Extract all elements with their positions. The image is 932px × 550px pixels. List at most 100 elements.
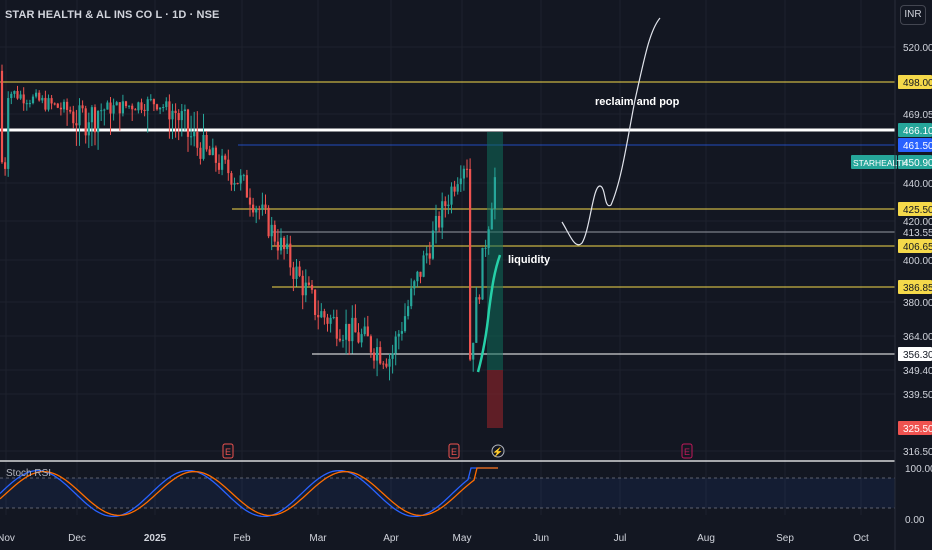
- price-label-bg: [898, 421, 932, 435]
- event-marker-earnings[interactable]: E: [448, 443, 460, 459]
- time-tick: Apr: [383, 533, 399, 544]
- price-label-bg: [898, 123, 932, 137]
- time-tick: Dec: [68, 533, 86, 544]
- earnings-icon: [681, 443, 693, 459]
- candle-body: [183, 109, 186, 112]
- price-tick: 420.00: [903, 217, 932, 228]
- candle-body: [146, 99, 149, 111]
- candle-body: [407, 306, 410, 317]
- candle-body: [394, 336, 397, 354]
- candle-body: [434, 215, 438, 231]
- price-label: 466.10: [903, 126, 932, 137]
- event-marker-earnings[interactable]: E: [681, 443, 693, 459]
- candle-body: [372, 352, 376, 361]
- projection-path[interactable]: [561, 17, 661, 246]
- price-tick: 400.00: [903, 256, 932, 267]
- candle-body: [180, 111, 183, 121]
- gridlines: [0, 0, 895, 515]
- candle-body: [357, 332, 360, 343]
- lightning-icon: [491, 444, 505, 458]
- candle-body: [31, 96, 35, 104]
- candle-body: [493, 177, 496, 209]
- candle-body: [258, 208, 261, 210]
- candle-body: [388, 358, 391, 367]
- candle-body: [59, 107, 62, 110]
- candle-body: [301, 275, 304, 296]
- candle-body: [140, 102, 143, 110]
- candle-body: [0, 70, 4, 163]
- candle-body: [69, 109, 72, 112]
- candle-body: [137, 102, 140, 111]
- candle-body: [177, 113, 180, 121]
- candle-body: [84, 108, 87, 136]
- candle-body: [242, 175, 245, 177]
- position-target-zone[interactable]: [487, 132, 503, 370]
- candle-body: [447, 204, 450, 207]
- price-label: 498.00: [903, 78, 932, 89]
- time-tick: Feb: [233, 533, 251, 544]
- candle-body: [81, 105, 84, 109]
- candle-body: [252, 204, 255, 213]
- time-tick: Aug: [697, 533, 715, 544]
- candle-body: [186, 109, 190, 137]
- position-stop-zone[interactable]: [487, 370, 503, 428]
- candle-body: [490, 208, 493, 230]
- symbol-title[interactable]: STAR HEALTH & AL INS CO L · 1D · NSE: [5, 9, 220, 21]
- candle-body: [332, 316, 335, 318]
- candle-body: [171, 110, 174, 120]
- candle-body: [128, 105, 131, 107]
- candle-body: [221, 155, 224, 170]
- price-label-bg: [898, 138, 932, 152]
- candle-body: [345, 323, 348, 340]
- price-axis[interactable]: 520.00 469.05 440.00 420.00 400.00 380.00 364.…: [903, 43, 932, 458]
- candle-body: [472, 342, 475, 360]
- time-tick: Sep: [776, 533, 794, 544]
- candle-body: [66, 101, 69, 110]
- candle-body: [159, 107, 162, 110]
- candle-body: [410, 288, 413, 307]
- candle-body: [456, 184, 459, 192]
- candle-body: [444, 201, 447, 207]
- liquidity-curve[interactable]: [476, 254, 502, 373]
- candle-body: [267, 207, 270, 237]
- price-label: 406.65: [903, 242, 932, 253]
- long-position-tool[interactable]: [487, 132, 503, 428]
- horizontal-levels[interactable]: [0, 81, 895, 355]
- candle-body: [276, 241, 279, 251]
- event-markers[interactable]: E E ⚡ E: [222, 443, 693, 459]
- candle-body: [360, 334, 363, 343]
- stoch-rsi-label[interactable]: Stoch RSI: [6, 468, 52, 479]
- candle-body: [419, 271, 422, 277]
- currency-button[interactable]: INR: [900, 5, 926, 25]
- candle-body: [19, 94, 22, 99]
- candle-body: [298, 266, 301, 276]
- candle-body: [155, 104, 159, 110]
- lightning-glyph: ⚡: [492, 446, 503, 458]
- price-label: 461.50: [903, 141, 932, 152]
- candle-body: [369, 336, 372, 353]
- price-label: 386.85: [903, 283, 932, 294]
- candle-body: [193, 132, 196, 137]
- candle-body: [307, 282, 310, 285]
- event-marker-earnings[interactable]: E: [222, 443, 234, 459]
- candle-body: [224, 155, 227, 160]
- candle-body: [53, 103, 56, 105]
- candle-body: [326, 317, 329, 324]
- candle-body: [438, 215, 441, 228]
- price-label-bg: [898, 75, 932, 89]
- candle-body: [292, 267, 295, 279]
- candle-body: [143, 109, 146, 111]
- candle-body: [134, 109, 137, 111]
- candle-body: [50, 98, 53, 104]
- event-marker-dividend[interactable]: ⚡: [491, 444, 505, 458]
- candle-body: [4, 162, 7, 169]
- stoch-rsi-pane: [0, 467, 895, 518]
- candle-body: [162, 106, 165, 108]
- annotation-reclaim-and-pop[interactable]: reclaim and pop: [595, 96, 680, 108]
- candle-body: [10, 93, 13, 99]
- annotation-liquidity[interactable]: liquidity: [508, 254, 551, 266]
- candle-body: [38, 92, 41, 101]
- time-axis[interactable]: Nov Dec 2025 Feb Mar Apr May Jun Jul Aug Sep Oct: [0, 533, 869, 544]
- candle-body: [261, 204, 264, 210]
